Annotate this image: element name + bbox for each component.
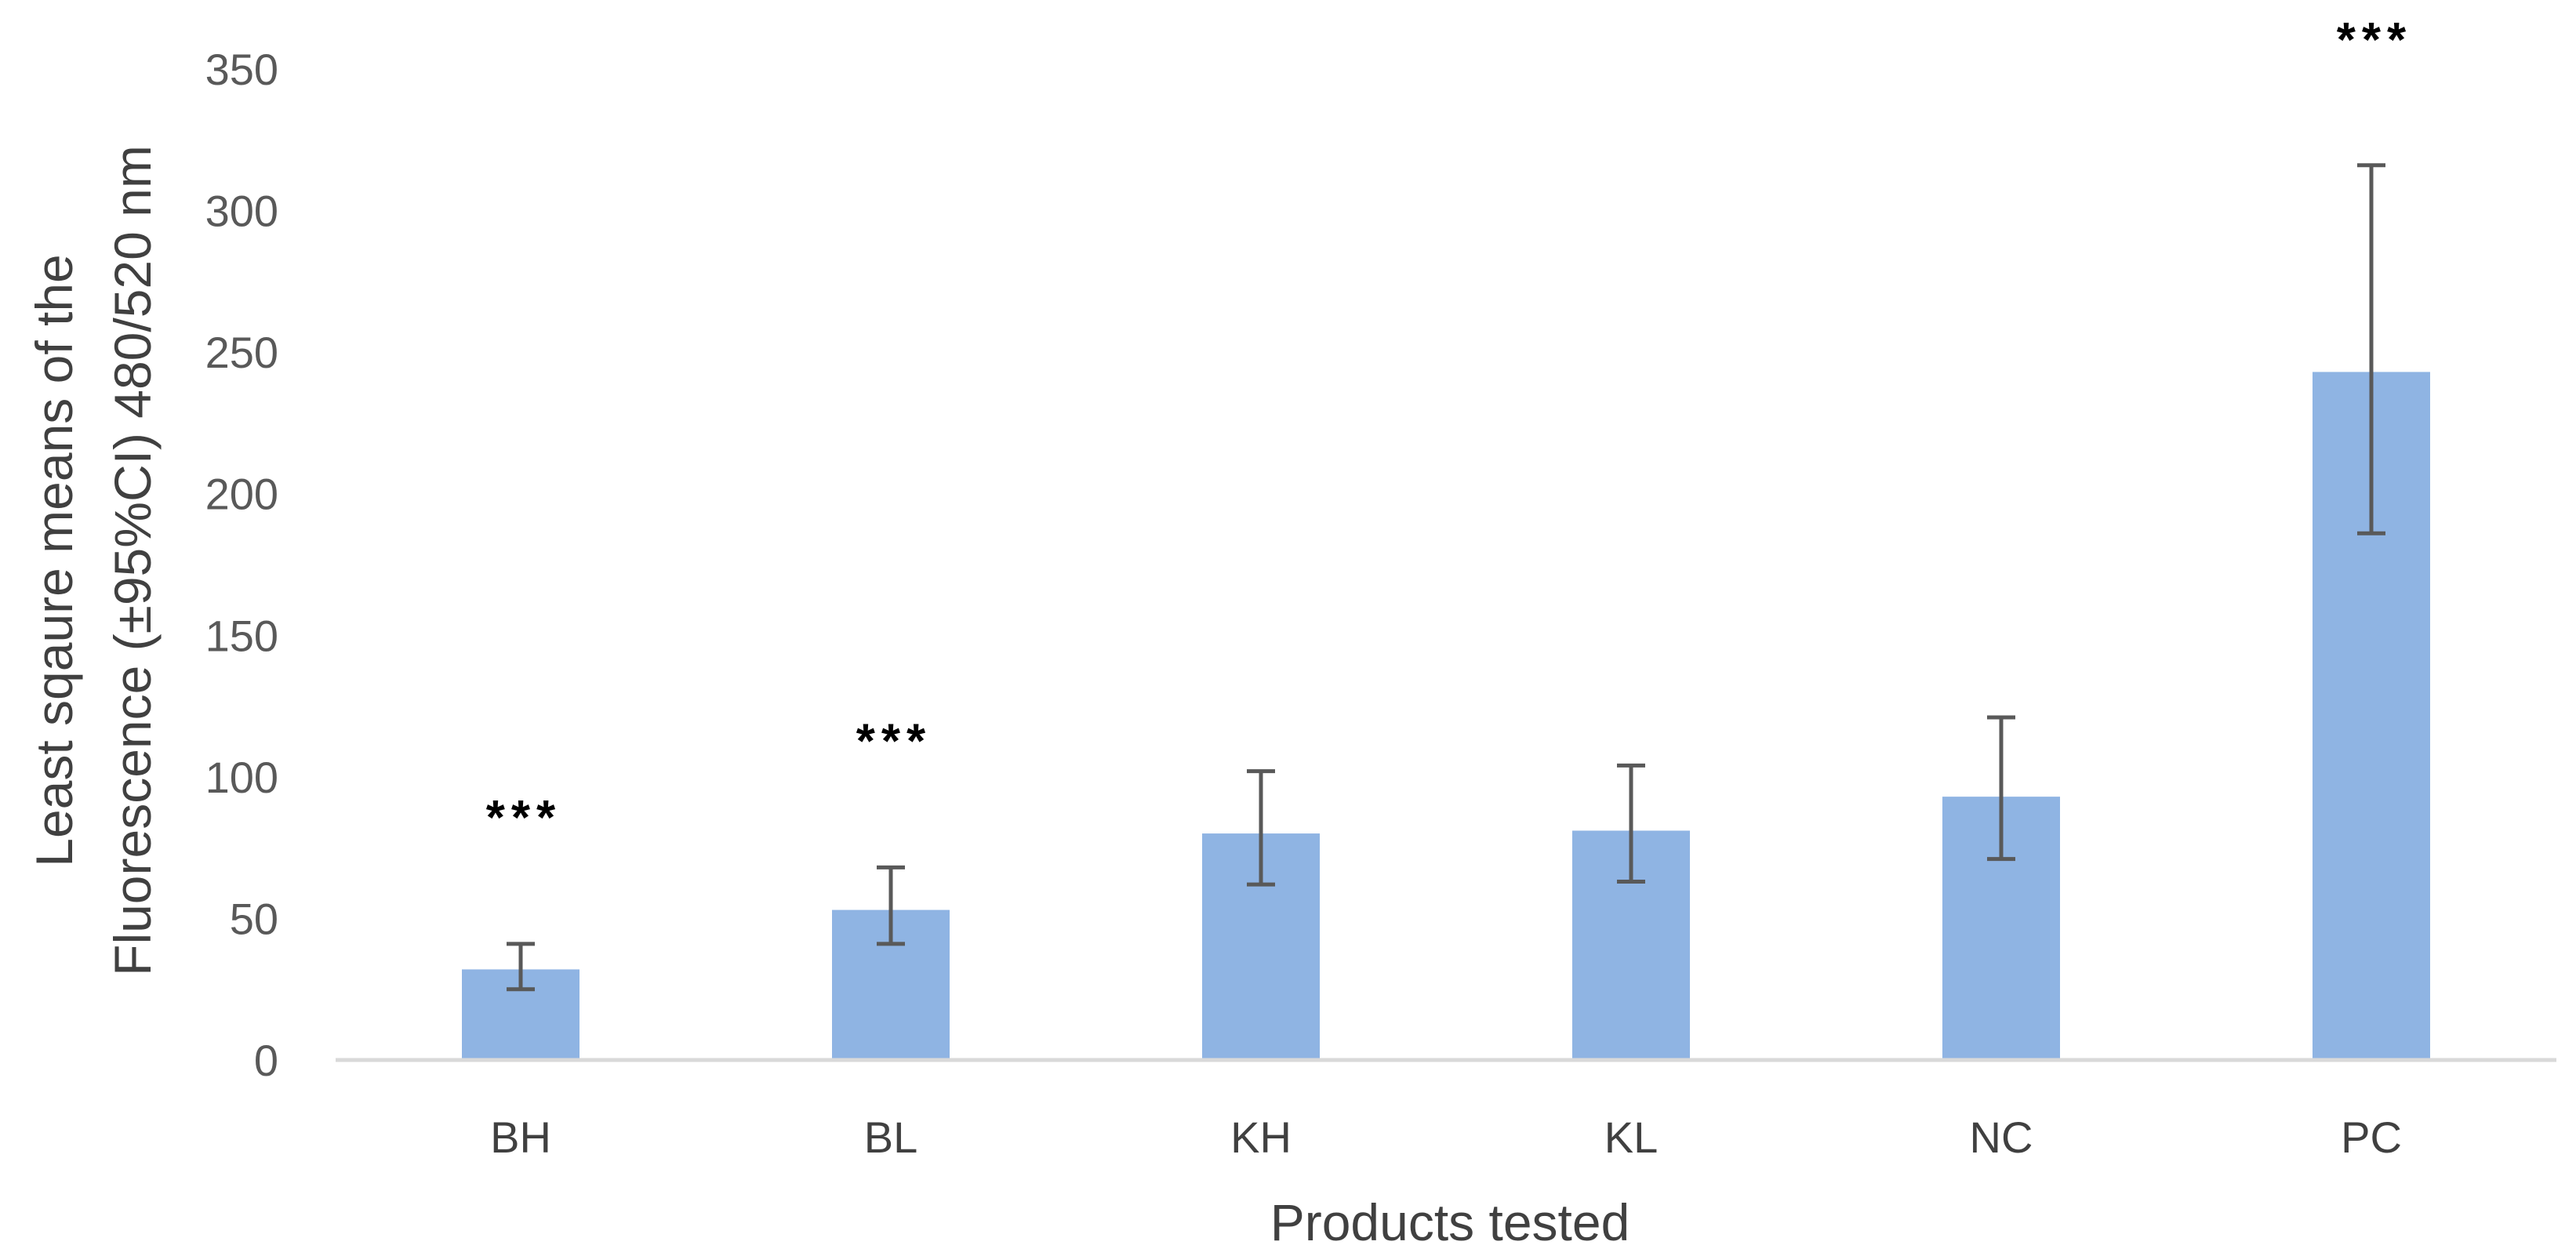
significance-annotation: ***: [2337, 13, 2412, 67]
y-tick-label: 0: [254, 1036, 278, 1085]
x-tick-label: KH: [1230, 1113, 1292, 1162]
error-bars: [507, 163, 2385, 992]
x-axis-categories: BH BL KH KL NC PC: [490, 1113, 2402, 1162]
significance-annotation: ***: [856, 714, 932, 768]
x-tick-label: BH: [490, 1113, 551, 1162]
y-axis-title-line-1: Least sqaure means of the: [25, 254, 83, 867]
y-tick-label: 150: [205, 611, 278, 660]
y-tick-label: 50: [230, 894, 278, 943]
x-axis-title: Products tested: [1270, 1193, 1630, 1251]
significance-annotations: *** *** ***: [486, 13, 2412, 845]
bars: [462, 372, 2430, 1060]
x-tick-label: BL: [864, 1113, 918, 1162]
significance-annotation: ***: [486, 791, 561, 845]
y-tick-label: 300: [205, 187, 278, 236]
y-tick-label: 200: [205, 470, 278, 519]
x-tick-label: PC: [2341, 1113, 2402, 1162]
y-axis-title-line-2: Fluorescence (±95%CI) 480/520 nm: [104, 145, 162, 976]
y-tick-label: 100: [205, 753, 278, 802]
y-axis-ticks: 0 50 100 150 200 250 300 350: [205, 45, 278, 1085]
x-tick-label: KL: [1604, 1113, 1659, 1162]
y-tick-label: 250: [205, 328, 278, 377]
y-tick-label: 350: [205, 45, 278, 94]
y-axis-title: Least sqaure means of the Fluorescence (…: [25, 145, 162, 976]
x-tick-label: NC: [1970, 1113, 2033, 1162]
